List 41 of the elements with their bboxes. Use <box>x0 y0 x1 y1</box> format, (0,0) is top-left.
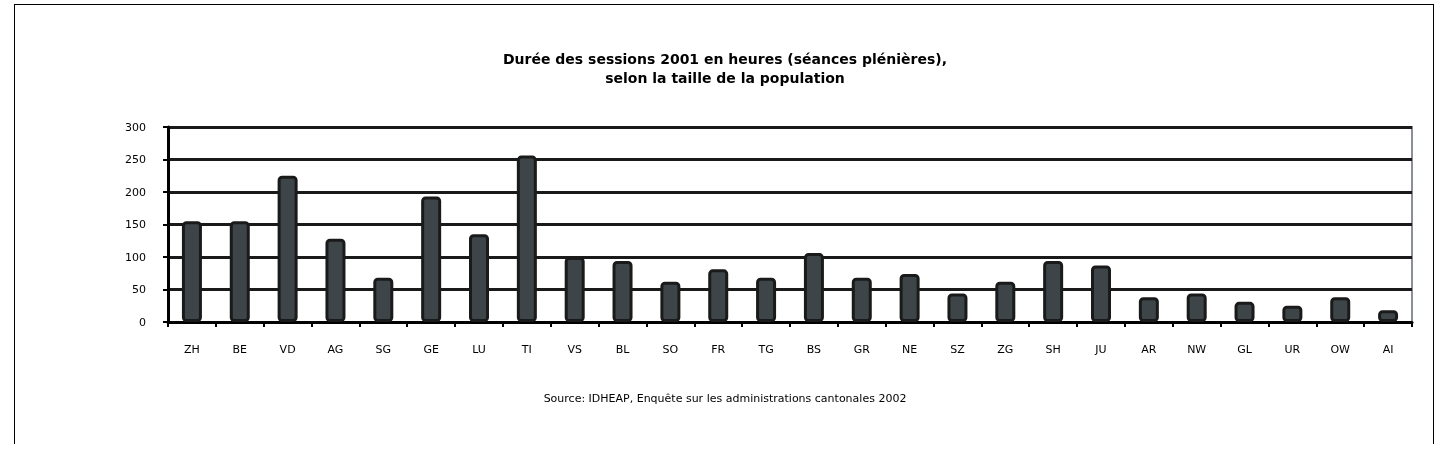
bar <box>947 293 968 322</box>
y-tick-label: 150 <box>125 218 146 231</box>
x-tick-label: TG <box>757 343 774 356</box>
x-tick-label: GE <box>423 343 439 356</box>
bar <box>1186 293 1207 322</box>
source-note: Source: IDHEAP, Enquête sur les administrations cantonales 2002 <box>543 392 907 405</box>
x-tick-label: NE <box>902 343 918 356</box>
x-tick-label: JU <box>1094 343 1107 356</box>
bar <box>1234 301 1255 322</box>
x-tick-label: VD <box>279 343 296 356</box>
x-tick-label: SH <box>1045 343 1061 356</box>
x-tick-label: BL <box>615 343 631 356</box>
y-tick-label: 50 <box>132 283 146 296</box>
x-tick-label: ZG <box>997 343 1014 356</box>
bar <box>1282 305 1303 322</box>
x-tick-label: TI <box>520 343 532 356</box>
x-tick-label: OW <box>1330 343 1351 356</box>
y-tick-label: 100 <box>125 250 146 264</box>
x-tick-label: AI <box>1382 343 1394 356</box>
x-tick-label: SZ <box>950 343 966 356</box>
x-tick-label: SO <box>662 343 679 356</box>
x-tick-label: GL <box>1237 343 1253 356</box>
y-tick-label: 250 <box>125 153 146 166</box>
x-tick-label: GR <box>853 343 871 356</box>
x-tick-label: SG <box>375 343 392 356</box>
y-tick-label: 0 <box>139 315 146 329</box>
x-tick-label: BS <box>806 343 822 356</box>
x-tick-label: FR <box>711 343 726 356</box>
x-tick-label: VS <box>567 343 582 356</box>
x-tick-label: UR <box>1284 343 1301 356</box>
chart-title: Durée des sessions 2001 en heures (séances plénières), selon la taille de la population <box>502 50 948 86</box>
y-tick-label: 200 <box>125 185 146 199</box>
x-tick-label: BE <box>232 343 248 356</box>
x-tick-label: AG <box>327 343 344 356</box>
y-tick-label: 300 <box>125 120 146 134</box>
bar <box>1138 297 1159 322</box>
x-tick-label: NW <box>1187 343 1207 356</box>
x-tick-label: ZH <box>184 343 200 356</box>
x-tick-label: AR <box>1141 343 1157 356</box>
x-tick-label: LU <box>472 343 486 356</box>
bar <box>1330 297 1351 322</box>
